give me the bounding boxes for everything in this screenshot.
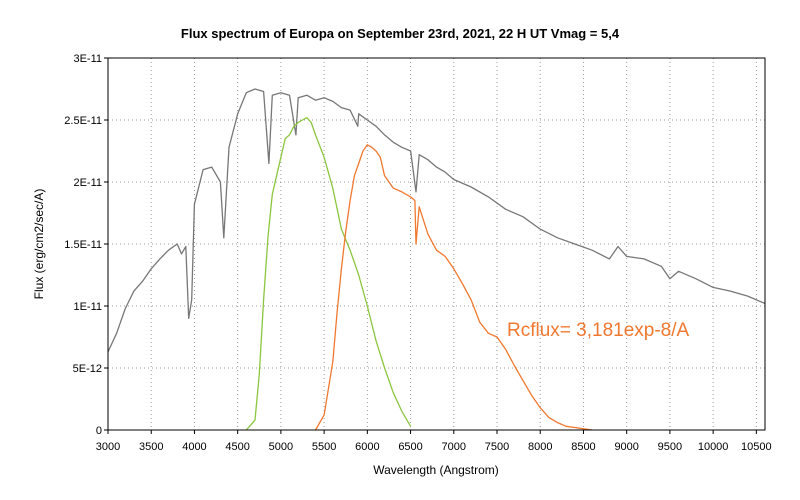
y-axis-ticks: 0 5E-12 1E-11 1.5E-11 2E-11 2.5E-11 3E-11 [64, 53, 108, 437]
x-tick-label: 7000 [442, 441, 466, 453]
x-tick-label: 3000 [96, 441, 120, 453]
x-tick-label: 4000 [182, 441, 206, 453]
series-line-3 [314, 144, 593, 431]
x-tick-label: 10500 [741, 441, 772, 453]
x-tick-label: 9000 [614, 441, 638, 453]
rcflux-annotation: Rcflux= 3,181exp-8/A [507, 320, 690, 341]
y-tick-label: 2.5E-11 [64, 115, 102, 127]
x-tick-label: 6000 [355, 441, 379, 453]
series-line-2 [245, 116, 412, 431]
x-tick-label: 5500 [312, 441, 336, 453]
x-tick-label: 9500 [658, 441, 682, 453]
y-tick-label: 3E-11 [73, 53, 102, 65]
y-tick-label: 1E-11 [73, 301, 102, 313]
y-tick-label: 2E-11 [73, 177, 102, 189]
x-tick-label: 8500 [571, 441, 595, 453]
x-tick-label: 10000 [698, 441, 729, 453]
grid [108, 58, 765, 430]
series-line-1 [107, 88, 766, 353]
x-tick-label: 7500 [485, 441, 509, 453]
series-layer [107, 88, 766, 431]
y-axis-label: Flux (erg/cm2/sec/A) [32, 189, 46, 300]
x-tick-label: 5000 [269, 441, 293, 453]
chart-title: Flux spectrum of Europa on September 23r… [181, 26, 620, 41]
x-tick-label: 6500 [398, 441, 422, 453]
x-tick-label: 3500 [139, 441, 163, 453]
y-tick-label: 5E-12 [73, 363, 102, 375]
x-axis-label: Wavelength (Angstrom) [373, 463, 499, 477]
x-axis-ticks: 3000 3500 4000 4500 5000 5500 6000 6500 7000 7500… [96, 430, 772, 453]
x-tick-label: 4500 [225, 441, 249, 453]
y-tick-label: 0 [96, 425, 102, 437]
x-tick-label: 8000 [528, 441, 552, 453]
y-tick-label: 1.5E-11 [64, 239, 102, 251]
